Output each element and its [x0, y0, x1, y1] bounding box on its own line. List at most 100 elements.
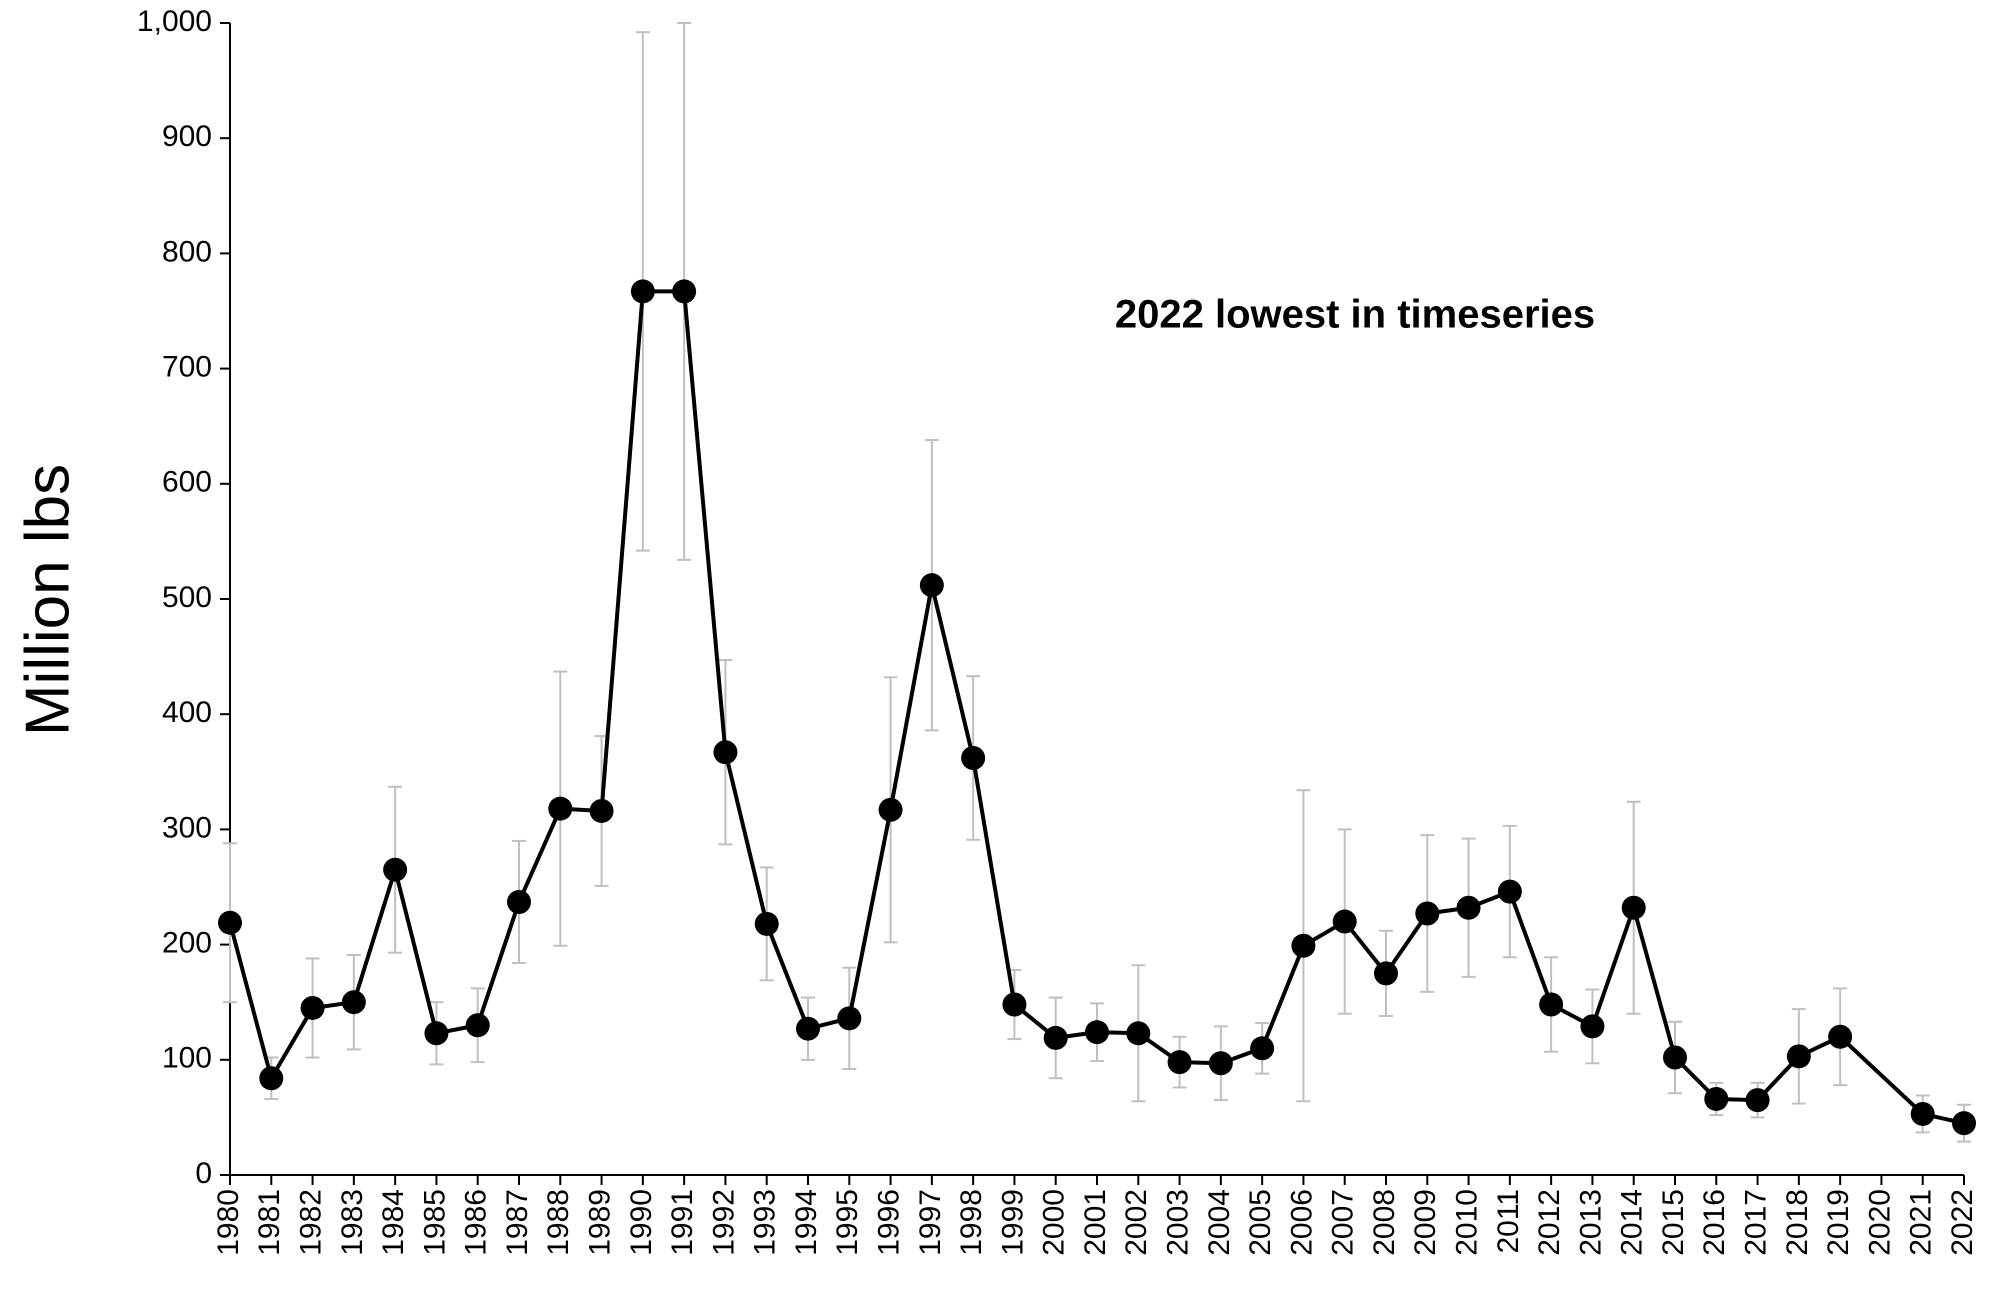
y-tick-label: 0	[195, 1157, 212, 1190]
x-tick-label: 2000	[1038, 1189, 1071, 1256]
data-point	[300, 995, 325, 1020]
x-tick-label: 1994	[790, 1189, 823, 1256]
y-tick-label: 300	[162, 811, 212, 844]
data-point	[1126, 1021, 1151, 1046]
x-tick-label: 2019	[1822, 1189, 1855, 1256]
data-point	[713, 740, 738, 765]
x-tick-label: 1993	[749, 1189, 782, 1256]
data-point	[1291, 933, 1316, 958]
data-point	[1621, 895, 1646, 920]
line-segment	[723, 751, 769, 925]
x-tick-label: 2022	[1946, 1189, 1979, 1256]
x-tick-label: 2018	[1781, 1189, 1814, 1256]
x-tick-label: 2017	[1739, 1189, 1772, 1256]
x-tick-label: 1988	[542, 1189, 575, 1256]
x-tick-label: 2010	[1450, 1189, 1483, 1256]
x-tick-label: 2007	[1327, 1189, 1360, 1256]
data-point	[961, 745, 986, 770]
data-point	[1786, 1044, 1811, 1069]
x-tick-label: 2004	[1203, 1189, 1236, 1256]
x-tick-label: 1991	[666, 1189, 699, 1256]
line-segment	[682, 291, 728, 753]
data-point	[548, 796, 573, 821]
x-tick-label: 2012	[1533, 1189, 1566, 1256]
x-tick-label: 2015	[1657, 1189, 1690, 1256]
data-point	[1456, 895, 1481, 920]
x-tick-label: 1983	[336, 1189, 369, 1256]
x-tick-label: 1982	[294, 1189, 327, 1256]
line-segment	[971, 757, 1017, 1005]
line-segment	[1507, 890, 1554, 1006]
x-tick-label: 2014	[1616, 1189, 1649, 1256]
x-tick-label: 1997	[914, 1189, 947, 1256]
y-tick-label: 400	[162, 696, 212, 729]
data-point	[259, 1066, 284, 1091]
x-tick-label: 2013	[1574, 1189, 1607, 1256]
data-point	[1910, 1101, 1935, 1126]
line-segment	[1260, 945, 1306, 1050]
line-segment	[929, 584, 976, 759]
y-axis-label: Million lbs	[13, 464, 82, 736]
x-tick-label: 2002	[1120, 1189, 1153, 1256]
data-point	[796, 1016, 820, 1041]
data-point	[630, 279, 655, 304]
x-tick-label: 1992	[707, 1189, 740, 1256]
line-segment	[517, 807, 563, 903]
annotation: 2022 lowest in timeseries	[1115, 293, 1595, 337]
x-tick-label: 1998	[955, 1189, 988, 1256]
line-segment	[1631, 907, 1677, 1059]
data-point	[383, 857, 408, 882]
data-point	[1332, 909, 1357, 934]
x-tick-label: 1986	[460, 1189, 493, 1256]
data-point	[1374, 961, 1398, 986]
data-point	[672, 279, 697, 304]
data-point	[878, 797, 903, 822]
data-point	[1167, 1050, 1192, 1075]
data-point	[919, 573, 944, 598]
x-tick-label: 1987	[501, 1189, 534, 1256]
x-tick-label: 1980	[212, 1189, 245, 1256]
data-point	[1663, 1045, 1687, 1070]
x-tick-label: 1989	[583, 1189, 616, 1256]
data-point	[1497, 879, 1522, 904]
data-point	[754, 911, 779, 936]
y-tick-label: 1,000	[137, 5, 212, 38]
line-segment	[351, 869, 398, 1003]
x-tick-label: 2006	[1285, 1189, 1318, 1256]
data-point	[465, 1013, 490, 1038]
line-segment	[269, 1006, 315, 1080]
x-tick-label: 1996	[872, 1189, 905, 1256]
data-point	[424, 1021, 449, 1046]
line-segment	[228, 922, 274, 1079]
x-tick-label: 1985	[418, 1189, 451, 1256]
y-tick-label: 800	[162, 235, 212, 268]
data-point	[1745, 1088, 1770, 1113]
y-tick-label: 100	[162, 1042, 212, 1075]
x-tick-label: 2001	[1079, 1189, 1112, 1256]
data-point	[341, 990, 366, 1015]
y-tick-label: 200	[162, 927, 212, 960]
y-tick-label: 900	[162, 120, 212, 153]
x-tick-label: 1984	[377, 1189, 410, 1256]
line-segment	[475, 901, 521, 1026]
data-point	[589, 798, 614, 823]
data-point	[1580, 1014, 1605, 1039]
data-point	[1539, 992, 1564, 1017]
line-segment	[1384, 912, 1429, 975]
x-tick-label: 1981	[253, 1189, 286, 1256]
line-segment	[393, 869, 439, 1034]
x-tick-label: 2005	[1244, 1189, 1277, 1256]
line-segment	[847, 809, 893, 1019]
y-tick-label: 700	[162, 351, 212, 384]
data-point	[837, 1006, 862, 1031]
line-segment	[599, 291, 645, 812]
data-point	[1952, 1111, 1976, 1136]
y-tick-label: 500	[162, 581, 212, 614]
x-tick-label: 2011	[1492, 1189, 1525, 1254]
data-point	[1415, 901, 1440, 926]
data-point	[1828, 1024, 1853, 1049]
x-tick-label: 2016	[1698, 1189, 1731, 1256]
data-point	[1043, 1025, 1068, 1050]
data-point	[1250, 1036, 1275, 1061]
